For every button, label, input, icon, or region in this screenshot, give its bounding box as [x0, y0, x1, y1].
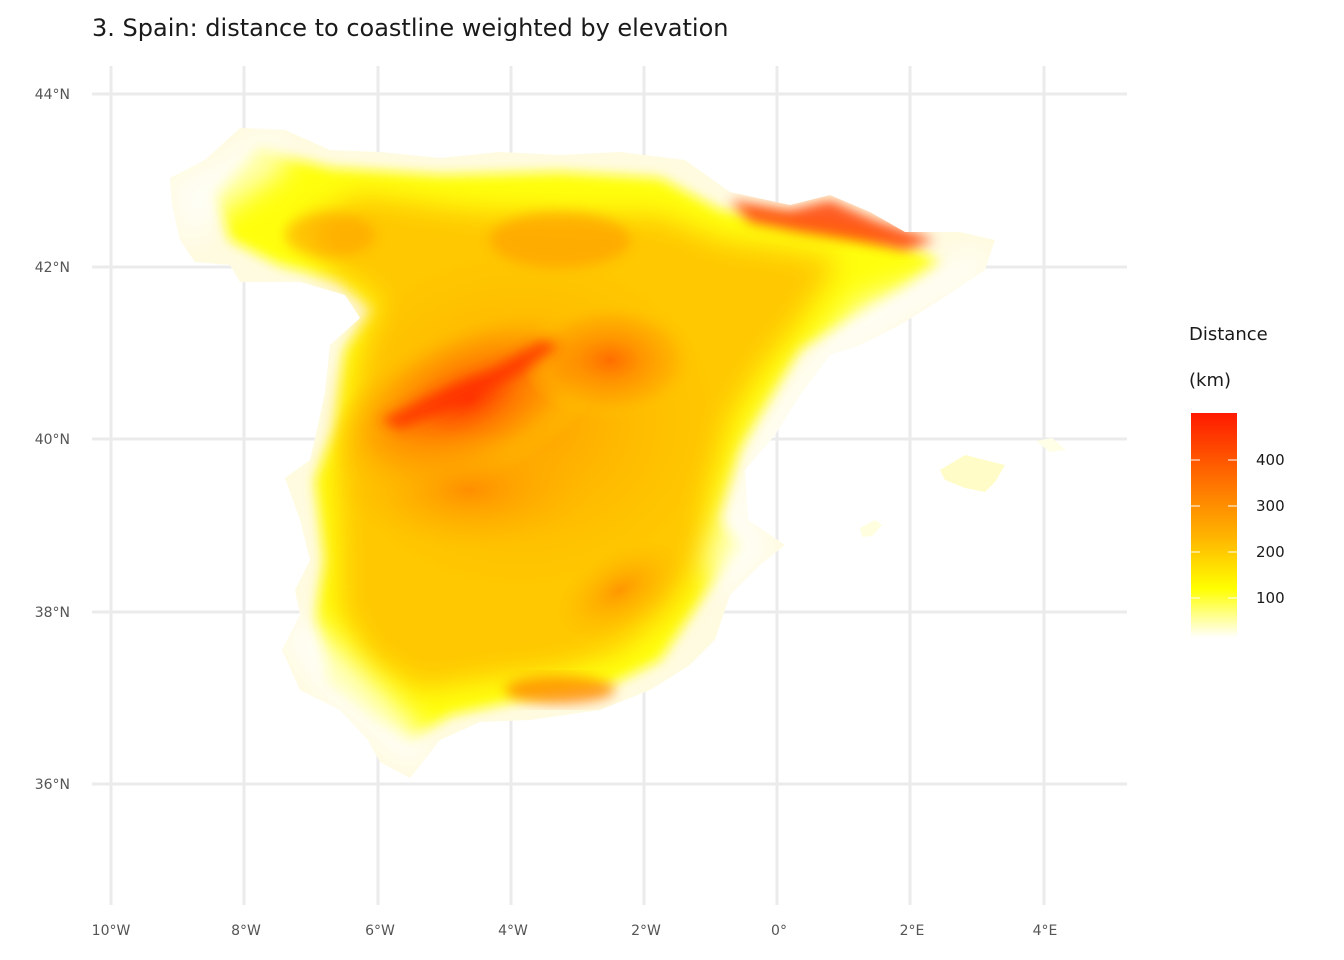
lon-label-4e: 4°E [1033, 923, 1058, 939]
legend-label-200: 200 [1256, 543, 1285, 561]
island-menorca [1036, 438, 1066, 452]
island-ibiza [860, 520, 882, 537]
legend-title: Distance [1189, 324, 1268, 345]
map-title: 3. Spain: distance to coastline weighted… [92, 14, 729, 42]
lon-label-6w: 6°W [365, 923, 395, 939]
lon-label-2e: 2°E [900, 923, 925, 939]
legend-label-300: 300 [1256, 497, 1285, 515]
lon-label-0: 0° [771, 923, 787, 939]
legend-label-100: 100 [1256, 589, 1285, 607]
lon-label-8w: 8°W [231, 923, 261, 939]
island-mallorca [940, 455, 1005, 492]
lon-label-4w: 4°W [498, 923, 528, 939]
lat-label-38n: 38°N [35, 605, 70, 621]
spain-mainland-raster [170, 128, 995, 778]
lat-label-40n: 40°N [35, 432, 70, 448]
legend-ticks [1191, 459, 1237, 599]
legend: 400 300 200 100 [1191, 413, 1285, 638]
longitude-labels: 10°W 8°W 6°W 4°W 2°W 0° 2°E 4°E [92, 923, 1058, 939]
lon-label-2w: 2°W [631, 923, 661, 939]
legend-unit: (km) [1189, 370, 1232, 391]
latitude-labels: 44°N 42°N 40°N 38°N 36°N [35, 87, 70, 793]
lat-label-44n: 44°N [35, 87, 70, 103]
lat-label-36n: 36°N [35, 777, 70, 793]
lat-label-42n: 42°N [35, 260, 70, 276]
legend-colorbar [1191, 413, 1237, 638]
balearic-islands [860, 438, 1066, 537]
legend-label-400: 400 [1256, 451, 1285, 469]
lon-label-10w: 10°W [92, 923, 131, 939]
